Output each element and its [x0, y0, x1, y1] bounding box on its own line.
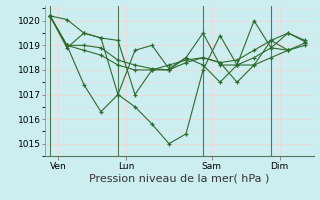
X-axis label: Pression niveau de la mer( hPa ): Pression niveau de la mer( hPa )	[89, 173, 269, 183]
